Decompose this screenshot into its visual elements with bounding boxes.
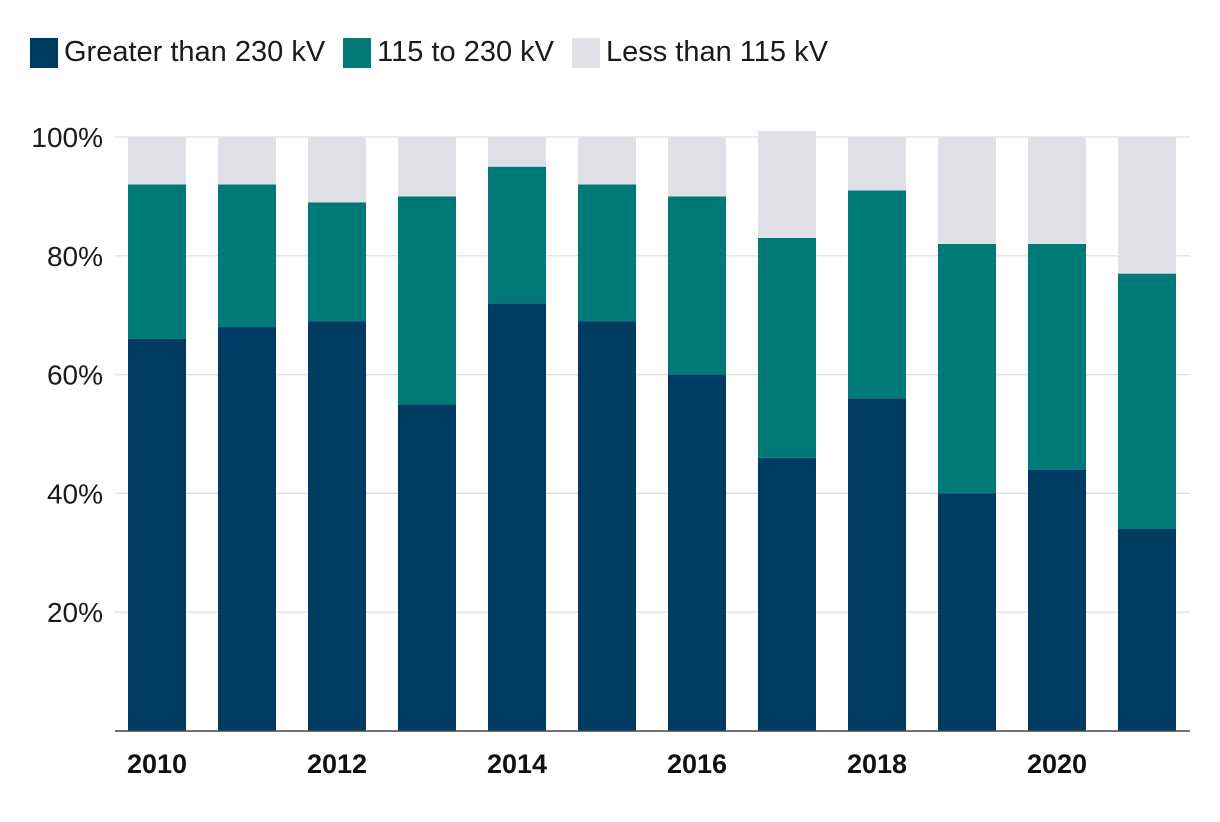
- bar-2013-less-than-115-kv: [398, 137, 456, 197]
- bar-2020-less-than-115-kv: [1028, 137, 1086, 244]
- bar-2015-115-to-230-kv: [578, 184, 636, 322]
- bar-2016-less-than-115-kv: [668, 137, 726, 197]
- bar-2011-less-than-115-kv: [218, 137, 276, 185]
- bar-2015-less-than-115-kv: [578, 137, 636, 185]
- x-tick-label-2010: 2010: [127, 749, 187, 779]
- x-tick-label-2016: 2016: [667, 749, 727, 779]
- bar-2020-greater-than-230-kv: [1028, 469, 1086, 731]
- bar-2016-greater-than-230-kv: [668, 374, 726, 731]
- legend-label-115-to-230kv: 115 to 230 kV: [377, 36, 554, 68]
- x-tick-label-2020: 2020: [1027, 749, 1087, 779]
- bar-2017-greater-than-230-kv: [758, 457, 816, 731]
- bar-2011-115-to-230-kv: [218, 184, 276, 328]
- bar-2020-115-to-230-kv: [1028, 243, 1086, 470]
- bar-2014-less-than-115-kv: [488, 137, 546, 167]
- y-tick-label-40: 40%: [47, 478, 103, 509]
- bar-2017-115-to-230-kv: [758, 237, 816, 458]
- legend-label-greater-than-230kv: Greater than 230 kV: [64, 36, 326, 68]
- legend-swatch-greater-than-230kv: [30, 37, 58, 68]
- bar-2012-greater-than-230-kv: [308, 321, 366, 731]
- legend-item-greater-than-230kv: Greater than 230 kV: [30, 36, 325, 69]
- bar-2013-115-to-230-kv: [398, 196, 456, 405]
- bar-2018-greater-than-230-kv: [848, 398, 906, 731]
- bar-2015-greater-than-230-kv: [578, 321, 636, 731]
- legend-swatch-less-than-115kv: [571, 37, 600, 68]
- bar-2016-115-to-230-kv: [668, 196, 726, 375]
- bar-2019-less-than-115-kv: [938, 137, 996, 244]
- y-tick-label-60: 60%: [47, 360, 103, 391]
- bar-2010-less-than-115-kv: [128, 137, 186, 185]
- bar-2010-greater-than-230-kv: [128, 338, 186, 731]
- x-axis-ticks: 2010 2012 2014 2016 2018 2020: [127, 749, 1087, 779]
- legend-item-115-to-230kv: 115 to 230 kV: [343, 36, 554, 69]
- legend-swatch-115-to-230kv: [343, 37, 372, 68]
- y-tick-label-20: 20%: [47, 597, 103, 628]
- bar-2010-115-to-230-kv: [128, 184, 186, 339]
- gridlines: [115, 136, 1190, 613]
- x-tick-label-2014: 2014: [487, 749, 547, 779]
- x-tick-label-2012: 2012: [307, 749, 367, 779]
- x-tick-label-2018: 2018: [847, 749, 907, 779]
- bar-2019-greater-than-230-kv: [938, 493, 996, 731]
- bar-2021-less-than-115-kv: [1118, 137, 1176, 274]
- bar-2012-less-than-115-kv: [308, 137, 366, 203]
- bar-2021-greater-than-230-kv: [1118, 529, 1176, 731]
- legend-item-less-than-115kv: Less than 115 kV: [571, 36, 828, 69]
- bar-2018-less-than-115-kv: [848, 137, 906, 191]
- bar-2013-greater-than-230-kv: [398, 404, 456, 731]
- bar-2021-115-to-230-kv: [1118, 273, 1176, 530]
- y-tick-label-100: 100%: [31, 122, 103, 153]
- bar-2017-less-than-115-kv: [758, 131, 816, 238]
- y-axis-ticks: 20% 40% 60% 80% 100%: [31, 122, 103, 628]
- bar-2012-115-to-230-kv: [308, 202, 366, 322]
- bar-2014-greater-than-230-kv: [488, 303, 546, 731]
- bars: [128, 131, 1176, 731]
- bar-2018-115-to-230-kv: [848, 190, 906, 399]
- bar-2014-115-to-230-kv: [488, 166, 546, 304]
- legend: Greater than 230 kV 115 to 230 kV Less t…: [30, 36, 828, 69]
- bar-2011-greater-than-230-kv: [218, 327, 276, 731]
- legend-label-less-than-115kv: Less than 115 kV: [605, 36, 828, 68]
- y-tick-label-80: 80%: [47, 241, 103, 272]
- bar-2019-115-to-230-kv: [938, 243, 996, 494]
